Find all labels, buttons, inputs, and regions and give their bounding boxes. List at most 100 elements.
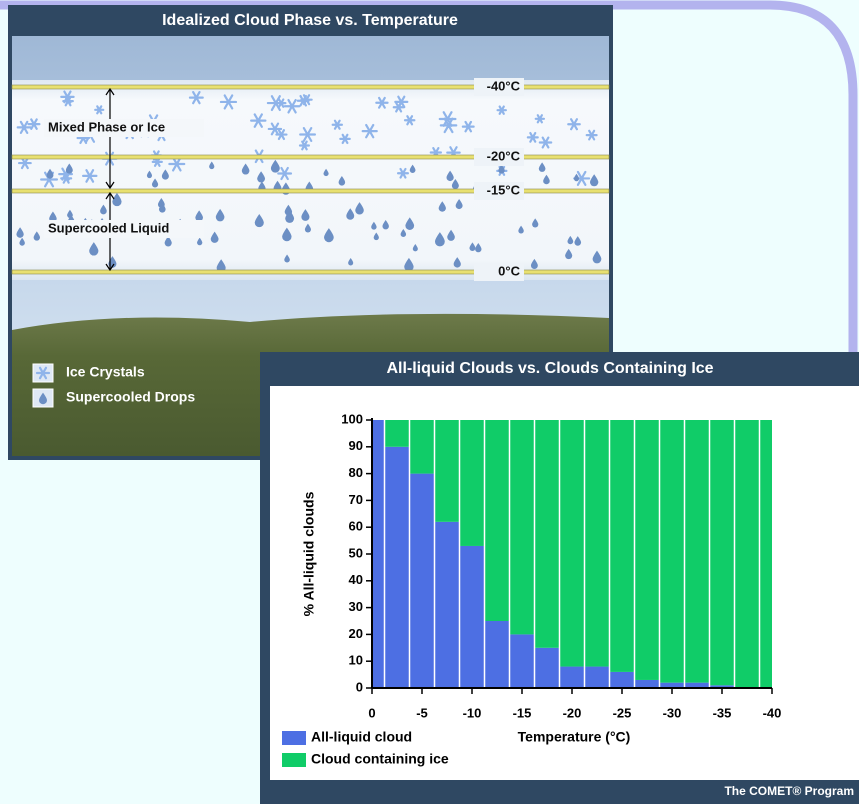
ice-crystal [375,96,389,109]
drop [65,163,73,174]
ice-crystal [361,123,378,139]
drop [46,168,54,179]
bar [484,621,510,688]
drop [146,170,153,179]
drop [498,164,505,174]
ice-crystal [299,127,317,142]
bar [709,420,735,686]
x-tick-label: -5 [416,705,428,720]
ice-crystal [296,94,310,107]
y-tick-label: 50 [349,545,363,560]
bar [484,420,510,621]
drop [475,243,482,253]
x-tick-label: -30 [663,705,682,720]
drop [323,168,329,177]
drop [210,231,219,243]
chart-title: All-liquid Clouds vs. Clouds Containing … [386,360,713,377]
drop [574,236,582,246]
drop [209,161,215,170]
level-label-bg [474,263,524,281]
level-line [11,188,610,194]
bar [709,685,735,688]
ice-crystal [16,120,32,134]
ice-crystal [461,120,475,133]
bar [509,420,535,635]
drop [164,236,172,247]
drop [197,237,203,246]
y-tick-label: 30 [349,599,363,614]
drop [324,228,334,243]
bar [434,521,460,688]
drop [338,176,346,186]
drop [215,208,225,222]
level-label-bg [474,182,524,200]
drop [412,244,418,252]
zone-arrow [105,87,115,190]
drop [100,204,107,215]
drop [257,171,266,183]
bar [734,420,760,688]
ice-crystal [567,118,581,131]
ice-crystal [496,105,507,115]
drop [270,159,280,173]
bar [459,545,485,688]
y-tick-label: 70 [349,492,363,507]
drop [161,169,169,180]
bar [559,666,585,688]
bar [384,420,410,447]
diagram-title: Idealized Cloud Phase vs. Temperature [162,12,458,29]
zone-label-bg [44,119,204,137]
ice-crystal [94,105,105,115]
drop [89,242,99,256]
bar [534,647,560,688]
bar [684,682,710,688]
bar [409,473,435,688]
ice-crystal [219,94,238,110]
y-tick-label: 60 [349,519,363,534]
ice-crystal [17,156,32,170]
level-label-bg [474,78,524,96]
drop [151,178,159,188]
drop [49,211,57,223]
bar [659,682,685,688]
legend-swatch [282,731,306,745]
bar [372,420,385,688]
ice-crystal [403,115,416,126]
drop [19,237,25,246]
footer: The COMET® Program [724,784,854,798]
zone-label-bg [44,220,204,238]
ice-crystal [62,95,74,107]
ice-crystal [266,95,285,112]
x-tick-label: -10 [463,705,482,720]
drop [538,162,546,172]
ice-crystal [27,118,41,130]
bar [759,420,772,688]
bar [559,420,585,667]
y-axis-label: % All-liquid clouds [301,491,317,616]
bar [584,666,610,688]
bar [684,420,710,683]
x-tick-label: -35 [713,705,732,720]
drop [216,259,226,273]
drop [518,225,524,234]
ice-crystal [331,119,344,130]
drop [530,258,538,269]
ice-crystal [392,101,405,113]
ice-crystal [585,129,598,141]
legend-label: Cloud containing ice [311,751,449,767]
bar [459,420,485,546]
y-tick-label: 40 [349,572,363,587]
drop [453,257,461,268]
drop [284,254,290,263]
ice-crystal [298,140,311,151]
drop [451,178,459,190]
drop [285,209,295,223]
x-tick-label: -20 [563,705,582,720]
x-tick-label: -40 [763,705,782,720]
x-tick-label: -25 [613,705,632,720]
level-label: -15°C [487,182,521,197]
drop [405,217,415,230]
drop [282,227,292,242]
